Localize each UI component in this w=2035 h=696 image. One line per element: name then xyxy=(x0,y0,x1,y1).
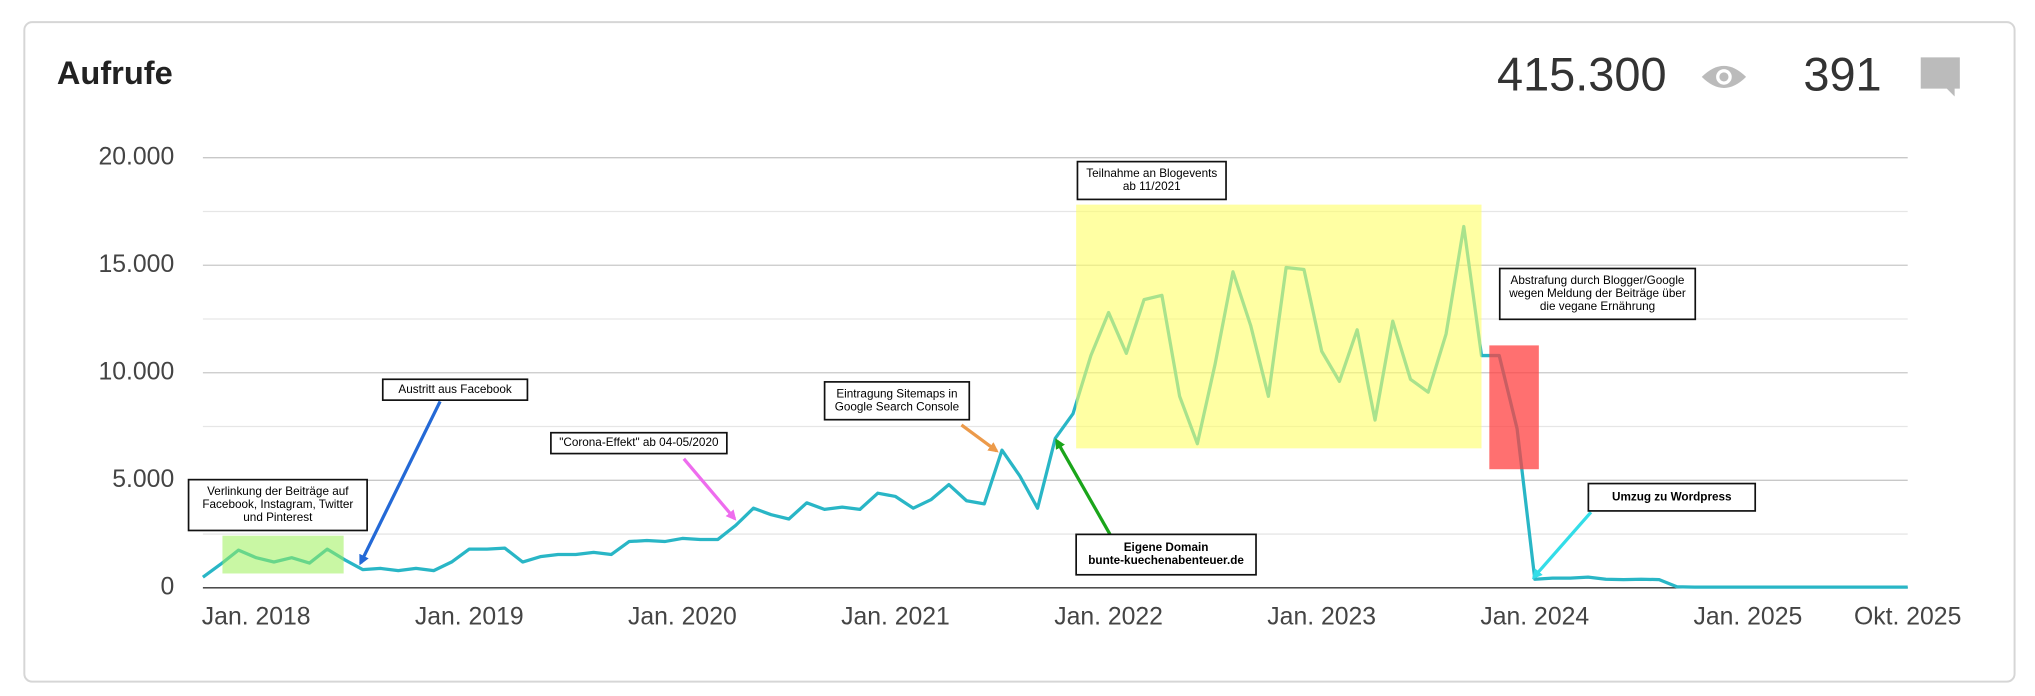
annotation-box xyxy=(1075,533,1257,576)
y-tick-label: 20.000 xyxy=(99,143,175,170)
annotation-text: Abstrafung durch Blogger/Google xyxy=(1511,274,1685,287)
annotation-text: Eintragung Sitemaps in xyxy=(836,387,957,400)
card-title: Aufrufe xyxy=(57,55,173,91)
highlight-region xyxy=(1076,204,1482,449)
annotation-arrow xyxy=(1531,511,1593,580)
x-tick-label: Jan. 2024 xyxy=(1480,603,1589,630)
x-tick-label: Jan. 2023 xyxy=(1267,603,1376,630)
x-tick-label: Jan. 2021 xyxy=(841,603,950,630)
annotation-text: Facebook, Instagram, Twitter xyxy=(202,498,353,511)
annotation-box xyxy=(823,381,971,421)
annotation-text: Verlinkung der Beiträge auf xyxy=(207,485,349,498)
annotation-text: "Corona-Effekt" ab 04-05/2020 xyxy=(559,436,719,449)
annotation-box xyxy=(187,478,368,532)
annotation-box xyxy=(381,378,529,401)
x-tick-label: Jan. 2020 xyxy=(628,603,737,630)
y-tick-label: 0 xyxy=(160,573,174,600)
annotation-arrow xyxy=(1055,438,1112,536)
series-line xyxy=(201,224,1908,589)
x-tick-label: Jan. 2022 xyxy=(1054,603,1163,630)
x-tick-label: Jan. 2018 xyxy=(202,603,311,630)
x-tick-label: Okt. 2025 xyxy=(1854,603,1961,630)
highlight-region xyxy=(1489,345,1539,470)
annotation-arrow xyxy=(960,423,999,453)
views-count: 415.300 xyxy=(1497,49,1667,101)
annotation-text: wegen Meldung der Beiträge über xyxy=(1508,287,1686,300)
annotation-text: Umzug zu Wordpress xyxy=(1612,490,1732,503)
annotation-box xyxy=(550,431,728,455)
annotation-text: Austritt aus Facebook xyxy=(398,383,511,396)
highlight-region xyxy=(222,535,344,574)
annotation-text: Teilnahme an Blogevents xyxy=(1086,167,1217,180)
annotation-box xyxy=(1076,160,1227,201)
annotation-text: ab 11/2021 xyxy=(1123,180,1181,193)
comments-count: 391 xyxy=(1803,49,1881,101)
annotation-box xyxy=(1498,267,1697,321)
annotation-text: und Pinterest xyxy=(243,511,313,524)
y-tick-label: 5.000 xyxy=(112,466,174,493)
annotation-text: Google Search Console xyxy=(835,400,959,413)
card xyxy=(23,21,2016,683)
annotation-text: Eigene Domain xyxy=(1124,541,1209,554)
annotation-box xyxy=(1587,482,1757,512)
annotation-text: bunte-kuechenabenteuer.de xyxy=(1088,554,1244,567)
y-tick-label: 10.000 xyxy=(99,358,175,385)
annotation-arrow xyxy=(682,457,737,521)
annotation-text: die vegane Ernährung xyxy=(1540,300,1655,313)
plot-area: 0 5.000 10.000 15.000 20.000 Jan. 2018 Jan. 20… xyxy=(99,143,1962,630)
x-tick-label: Jan. 2025 xyxy=(1694,603,1803,630)
x-tick-label: Jan. 2019 xyxy=(415,603,524,630)
y-tick-label: 15.000 xyxy=(99,251,175,278)
annotation-arrow xyxy=(359,400,442,566)
eye-icon xyxy=(1701,65,1747,88)
comment-icon xyxy=(1920,57,1960,97)
